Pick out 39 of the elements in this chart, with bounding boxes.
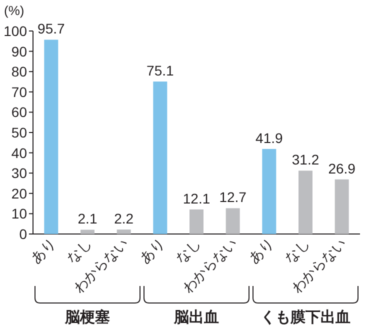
data-label: 75.1 bbox=[146, 62, 174, 79]
bar bbox=[44, 40, 58, 234]
x-tick-label: なし bbox=[64, 234, 95, 266]
y-axis-title: (%) bbox=[4, 3, 24, 18]
bar bbox=[298, 170, 312, 234]
data-label: 12.1 bbox=[182, 190, 210, 206]
x-tick-label: なし bbox=[172, 234, 204, 266]
y-tick-label: 0 bbox=[19, 226, 28, 242]
y-tick-label: 100 bbox=[4, 23, 28, 39]
text: 脳梗塞 bbox=[64, 308, 110, 326]
data-label: 26.9 bbox=[328, 160, 356, 176]
y-tick-label: 90 bbox=[11, 43, 28, 60]
y-tick-label: 10 bbox=[11, 206, 28, 222]
bar bbox=[153, 82, 168, 234]
bar bbox=[226, 208, 240, 234]
x-tick-label: あり bbox=[136, 234, 168, 266]
y-tick-label: 70 bbox=[11, 84, 28, 100]
y-tick-label: 60 bbox=[11, 104, 28, 120]
data-label: 12.7 bbox=[219, 189, 247, 206]
bar bbox=[116, 230, 131, 234]
x-tick-label: なし bbox=[282, 234, 313, 266]
x-tick-label: あり bbox=[245, 234, 276, 266]
y-tick-label: 20 bbox=[11, 185, 28, 202]
bar bbox=[80, 230, 94, 234]
y-tick-label: 30 bbox=[11, 165, 28, 182]
data-label: 31.2 bbox=[292, 152, 320, 168]
x-tick-label: あり bbox=[27, 234, 58, 266]
text: くも膜下出血 bbox=[260, 309, 350, 326]
data-label: 2.1 bbox=[78, 210, 98, 227]
data-label: 95.7 bbox=[38, 20, 66, 37]
y-tick-label: 50 bbox=[11, 124, 28, 140]
bar bbox=[190, 209, 204, 234]
y-tick-label: 80 bbox=[11, 64, 28, 80]
text: 脳出血 bbox=[173, 309, 219, 326]
data-label: 41.9 bbox=[256, 130, 284, 146]
y-tick-label: 40 bbox=[11, 144, 28, 161]
bar bbox=[262, 148, 276, 234]
bar bbox=[334, 179, 349, 234]
data-label: 2.2 bbox=[114, 210, 134, 227]
